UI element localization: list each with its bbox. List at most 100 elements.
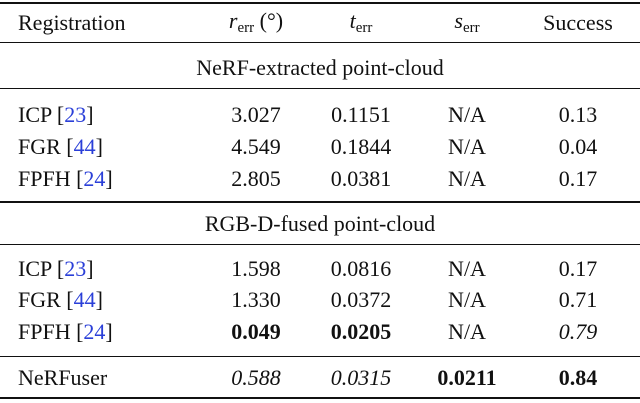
cell: rerr (°) [229, 10, 283, 36]
rule [0, 356, 640, 357]
cell: 0.588 [231, 367, 281, 389]
cell: NeRFuser [18, 367, 107, 389]
cell: 0.17 [559, 258, 598, 280]
cell-text: 0.0816 [330, 256, 392, 281]
cell-text: NeRFuser [18, 365, 108, 390]
cell-text: (°) [254, 8, 284, 33]
cell-text: t [349, 8, 356, 33]
bottom-rule [0, 397, 640, 399]
cell-text: 4.549 [231, 134, 281, 159]
cell: FGR [44] [18, 136, 103, 158]
cell: 0.049 [231, 321, 281, 343]
cell-text: 2.805 [231, 166, 281, 191]
cell-text: 3.027 [231, 102, 281, 127]
cell-text: ] [105, 319, 113, 344]
cell-text: FPFH [ [18, 319, 84, 344]
cell-text: 1.330 [231, 287, 281, 312]
cell: 0.71 [559, 289, 598, 311]
cell-text: s [454, 8, 463, 33]
cell-text: 0.84 [558, 365, 598, 390]
cell: 1.598 [231, 258, 281, 280]
cell-text: 0.0315 [330, 365, 392, 390]
cell-text: err [237, 20, 255, 36]
rule [0, 42, 640, 43]
citation: 24 [83, 319, 106, 344]
cell-text: 0.0211 [437, 365, 497, 390]
cell-text: 0.588 [231, 365, 281, 390]
cell-text: N/A [448, 319, 486, 344]
cell-text: FPFH [ [18, 166, 84, 191]
cell: 0.0372 [331, 289, 392, 311]
cell: N/A [448, 136, 486, 158]
cell: N/A [448, 321, 486, 343]
cell-text: ] [95, 287, 103, 312]
cell: 0.0205 [331, 321, 392, 343]
cell-text: 0.79 [558, 319, 598, 344]
cell-text: Success [543, 10, 613, 35]
cell-text: 0.71 [558, 287, 598, 312]
citation: 44 [73, 287, 96, 312]
cell-text: Registration [18, 10, 126, 35]
cell: 0.1151 [331, 104, 391, 126]
cell-text: N/A [448, 166, 486, 191]
cell-text: ICP [ [18, 256, 65, 281]
cell-text: ] [105, 166, 113, 191]
cell-text: 0.04 [558, 134, 598, 159]
citation: 23 [64, 102, 87, 127]
cell-text: r [228, 8, 238, 33]
cell: 0.17 [559, 168, 598, 190]
cell-text: N/A [448, 134, 486, 159]
rule [0, 201, 640, 203]
cell: 3.027 [231, 104, 281, 126]
cell-text: FGR [ [18, 287, 74, 312]
cell-text: 0.17 [558, 166, 598, 191]
cell-text: N/A [448, 287, 486, 312]
cell: ICP [23] [18, 258, 94, 280]
cell: 0.79 [559, 321, 598, 343]
cell: FPFH [24] [18, 168, 113, 190]
cell-text: 0.049 [231, 319, 281, 344]
cell-text: 0.0205 [330, 319, 392, 344]
cell: 0.0211 [437, 367, 496, 389]
rule [0, 88, 640, 89]
cell: terr [350, 10, 373, 36]
cell-text: 0.1151 [331, 102, 391, 127]
cell: N/A [448, 258, 486, 280]
top-rule [0, 2, 640, 4]
cell: FPFH [24] [18, 321, 113, 343]
cell-text: ] [86, 256, 94, 281]
cell: 0.1844 [331, 136, 392, 158]
cell-text: FGR [ [18, 134, 74, 159]
cell: N/A [448, 168, 486, 190]
cell: N/A [448, 289, 486, 311]
cell-text: 0.0381 [330, 166, 392, 191]
cell-text: ICP [ [18, 102, 65, 127]
cell: 4.549 [231, 136, 281, 158]
cell: Registration [18, 12, 126, 34]
cell-text: N/A [448, 102, 486, 127]
rule [0, 244, 640, 245]
cell: 1.330 [231, 289, 281, 311]
citation: 23 [64, 256, 87, 281]
cell-text: N/A [448, 256, 486, 281]
cell-text: 0.13 [558, 102, 598, 127]
cell: 0.0381 [331, 168, 392, 190]
cell: N/A [448, 104, 486, 126]
cell-text: ] [86, 102, 94, 127]
cell: FGR [44] [18, 289, 103, 311]
cell-text: err [462, 20, 480, 36]
cell: 0.0315 [331, 367, 392, 389]
cell: 0.13 [559, 104, 598, 126]
citation: 44 [73, 134, 96, 159]
cell: 0.84 [559, 367, 598, 389]
cell: 0.04 [559, 136, 598, 158]
cell-text: ] [95, 134, 103, 159]
section-title: NeRF-extracted point-cloud [196, 55, 444, 80]
cell-text: err [355, 20, 373, 36]
cell: 2.805 [231, 168, 281, 190]
cell-text: 0.17 [558, 256, 598, 281]
cell: Success [543, 12, 613, 34]
cell-text: 0.0372 [330, 287, 392, 312]
cell: ICP [23] [18, 104, 94, 126]
